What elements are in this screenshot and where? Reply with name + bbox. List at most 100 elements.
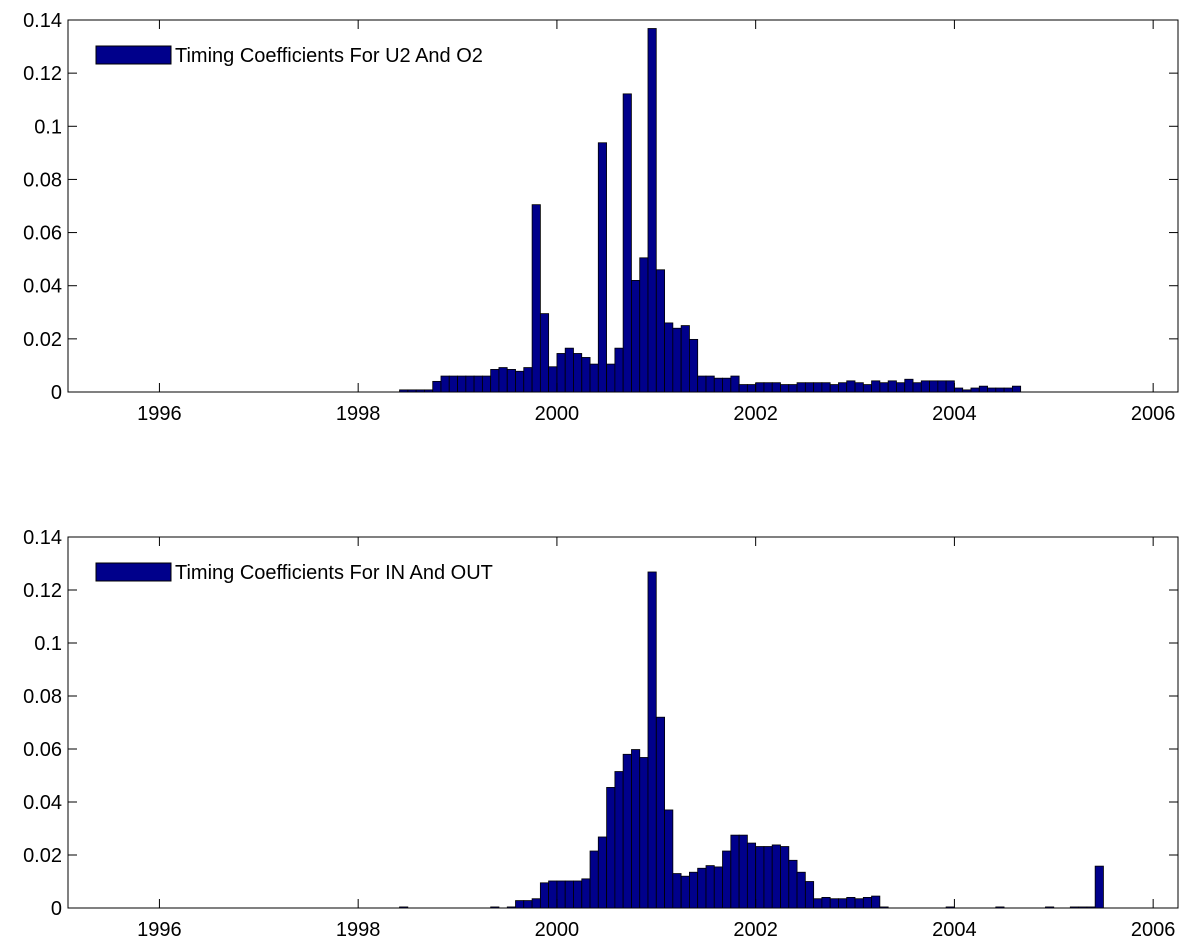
bar bbox=[647, 571, 657, 909]
x-tick-label: 2006 bbox=[1131, 403, 1176, 425]
bar bbox=[879, 906, 889, 909]
bar bbox=[680, 325, 690, 393]
bar bbox=[515, 900, 525, 909]
bar bbox=[1086, 906, 1096, 909]
bar bbox=[664, 809, 674, 909]
bar bbox=[672, 327, 682, 393]
bar bbox=[531, 898, 541, 909]
legend-label: Timing Coefficients For U2 And O2 bbox=[175, 45, 483, 67]
bar bbox=[780, 846, 790, 909]
y-tick-label: 0.08 bbox=[23, 169, 62, 191]
bar bbox=[573, 880, 583, 909]
bar bbox=[498, 367, 508, 393]
bar bbox=[573, 353, 583, 393]
bar bbox=[945, 380, 955, 393]
bar bbox=[539, 313, 550, 393]
bar bbox=[780, 384, 790, 393]
bar bbox=[556, 353, 566, 393]
legend-label: Timing Coefficients For IN And OUT bbox=[175, 562, 493, 584]
bar bbox=[763, 846, 773, 909]
bar bbox=[440, 375, 450, 393]
y-tick-label: 0 bbox=[51, 382, 62, 404]
x-tick-label: 1996 bbox=[137, 403, 182, 425]
bar bbox=[771, 844, 781, 909]
x-tick-label: 1998 bbox=[336, 919, 381, 941]
bar bbox=[506, 906, 516, 909]
bar bbox=[813, 898, 823, 909]
bar bbox=[912, 382, 922, 393]
bar bbox=[697, 867, 707, 909]
bar bbox=[829, 898, 839, 909]
bar bbox=[465, 375, 475, 393]
bar bbox=[821, 382, 831, 393]
top-panel: 1996 1998 2000 2002 2004 2006 0 0.02 0.04 0.06 0.0… bbox=[23, 10, 1179, 425]
bar bbox=[862, 897, 872, 909]
x-tick-label: 2002 bbox=[733, 403, 778, 425]
bar bbox=[846, 380, 856, 393]
bar bbox=[548, 366, 558, 393]
bar bbox=[838, 898, 848, 909]
bar bbox=[771, 382, 781, 393]
bar-series bbox=[399, 571, 1104, 909]
bar bbox=[515, 370, 525, 393]
bar bbox=[829, 384, 839, 393]
bar bbox=[689, 871, 699, 909]
bar bbox=[746, 384, 757, 393]
bar bbox=[680, 875, 690, 909]
bar bbox=[581, 357, 591, 393]
x-tick-label: 2006 bbox=[1131, 919, 1176, 941]
bar bbox=[664, 322, 674, 393]
y-tick-label: 0.12 bbox=[23, 63, 62, 85]
bar bbox=[672, 873, 682, 909]
bar bbox=[556, 880, 566, 909]
y-tick-label: 0.04 bbox=[23, 276, 62, 298]
bar bbox=[423, 389, 434, 393]
bar bbox=[531, 204, 541, 393]
bar bbox=[631, 749, 641, 909]
y-tick-label: 0.06 bbox=[23, 223, 62, 245]
bar bbox=[887, 380, 897, 393]
y-tick-label: 0.14 bbox=[23, 10, 62, 32]
legend: Timing Coefficients For U2 And O2 bbox=[95, 45, 483, 67]
bar bbox=[995, 906, 1005, 909]
bar bbox=[970, 387, 980, 393]
bar bbox=[506, 369, 516, 393]
bar bbox=[730, 834, 740, 909]
bar bbox=[614, 347, 624, 393]
bar bbox=[796, 382, 806, 393]
y-tick-label: 0.02 bbox=[23, 845, 62, 867]
bar bbox=[1078, 906, 1088, 909]
bar bbox=[581, 878, 591, 909]
bar bbox=[763, 382, 773, 393]
bar bbox=[689, 338, 699, 393]
bar bbox=[813, 382, 823, 393]
x-tick-label: 1996 bbox=[137, 919, 182, 941]
bar bbox=[862, 384, 872, 393]
bar bbox=[606, 363, 616, 393]
bar bbox=[622, 753, 632, 909]
y-tick-label: 0.1 bbox=[34, 633, 62, 655]
x-tick-label: 2000 bbox=[535, 403, 580, 425]
bar bbox=[804, 382, 815, 393]
bar bbox=[631, 279, 641, 393]
y-tick-label: 0.12 bbox=[23, 580, 62, 602]
bar bbox=[399, 389, 409, 393]
bar bbox=[1003, 387, 1013, 393]
bar bbox=[962, 389, 972, 393]
bar bbox=[564, 880, 574, 909]
bar bbox=[655, 269, 666, 393]
y-tick-label: 0.08 bbox=[23, 686, 62, 708]
bar bbox=[945, 906, 955, 909]
bar bbox=[490, 369, 500, 393]
y-tick-label: 0.04 bbox=[23, 792, 62, 814]
bar bbox=[937, 380, 947, 393]
y-tick-label: 0.02 bbox=[23, 329, 62, 351]
bar bbox=[871, 895, 881, 909]
bar-series bbox=[399, 28, 1022, 393]
bar bbox=[473, 375, 483, 393]
x-tick-label: 2004 bbox=[932, 403, 977, 425]
x-tick-label: 2000 bbox=[535, 919, 580, 941]
bar bbox=[713, 866, 723, 909]
bar bbox=[639, 757, 649, 909]
